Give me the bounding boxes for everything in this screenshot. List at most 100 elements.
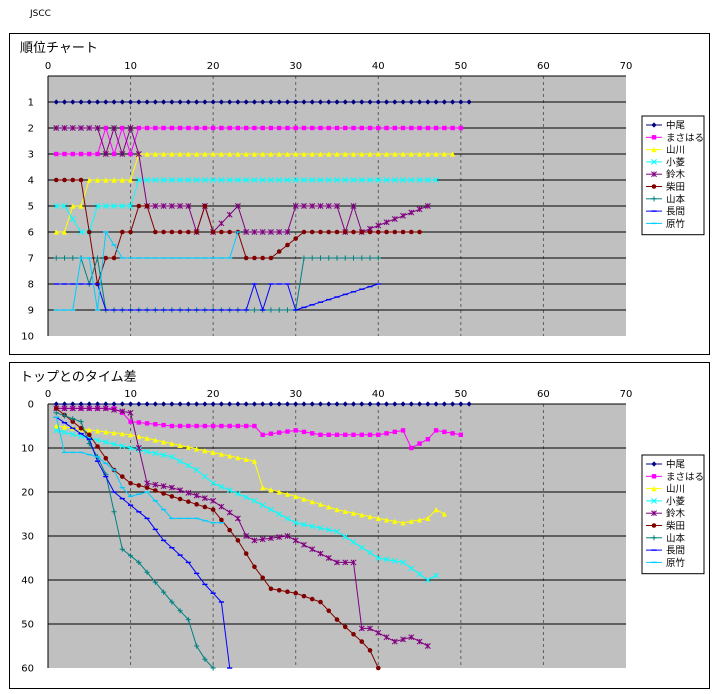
data-point — [94, 177, 101, 183]
legend-marker — [651, 461, 657, 467]
data-point — [234, 490, 241, 497]
data-point — [441, 511, 447, 517]
data-point — [417, 229, 422, 235]
data-point — [243, 456, 249, 463]
data-point — [284, 491, 291, 497]
x-tick-label: 0 — [45, 389, 51, 400]
data-point — [350, 539, 357, 546]
data-point — [210, 423, 216, 429]
data-point — [425, 401, 431, 407]
data-point — [194, 643, 200, 649]
data-point — [350, 401, 357, 407]
data-point — [408, 99, 414, 105]
data-point — [359, 151, 365, 157]
data-point — [251, 401, 258, 407]
data-point — [450, 125, 455, 131]
data-point — [441, 99, 447, 105]
data-point — [152, 579, 158, 585]
legend-label: 山川 — [666, 145, 685, 156]
data-point — [219, 229, 224, 235]
data-point — [185, 151, 191, 157]
data-point — [391, 216, 398, 222]
data-point — [194, 401, 200, 407]
data-point — [358, 177, 365, 183]
data-point — [292, 519, 299, 526]
data-point — [260, 255, 265, 261]
data-point — [144, 203, 150, 209]
data-point — [392, 518, 398, 524]
data-point — [318, 229, 323, 235]
data-point — [111, 203, 118, 209]
data-point — [284, 533, 291, 539]
data-point — [161, 401, 167, 407]
data-point — [367, 648, 373, 653]
y-tick-label: 0 — [28, 400, 34, 411]
data-point — [400, 636, 407, 643]
time-gap-chart: 0 10 20 30 40 50 60 70 0 10 20 30 40 50 60 中尾まさはる山川小菱鈴木… — [21, 389, 705, 675]
data-point — [367, 625, 373, 632]
legend-marker — [651, 497, 657, 504]
data-point — [375, 555, 382, 561]
data-point — [442, 429, 447, 435]
data-point — [61, 405, 68, 412]
data-point — [243, 229, 250, 235]
chart-title: 順位チャート — [20, 41, 98, 56]
data-point — [128, 419, 133, 424]
data-point — [342, 559, 349, 566]
data-point — [103, 177, 109, 183]
data-point — [219, 125, 224, 131]
y-tick-label: 40 — [21, 576, 34, 587]
data-point — [367, 401, 373, 407]
data-point — [391, 638, 398, 645]
data-point — [268, 125, 274, 131]
data-point — [61, 203, 68, 209]
data-point — [252, 564, 257, 570]
data-point — [325, 555, 332, 561]
data-point — [160, 203, 167, 209]
data-point — [375, 255, 381, 261]
data-point — [144, 151, 150, 157]
data-point — [119, 203, 126, 209]
data-point — [334, 507, 340, 513]
data-point — [416, 99, 423, 105]
data-point — [383, 634, 390, 641]
data-point — [218, 99, 224, 105]
data-point — [102, 203, 109, 209]
data-point — [268, 487, 274, 493]
data-point — [342, 401, 348, 407]
data-point — [235, 125, 241, 131]
data-point — [136, 559, 142, 565]
series-柴田 — [53, 406, 381, 671]
x-tick-label: 40 — [372, 389, 385, 400]
data-point — [367, 549, 373, 556]
data-point — [268, 151, 274, 157]
data-point — [70, 151, 75, 157]
data-point — [417, 125, 422, 131]
data-point — [119, 401, 125, 407]
y-tick-label: 10 — [21, 444, 34, 455]
data-point — [243, 151, 249, 157]
data-point — [301, 496, 307, 502]
data-point — [383, 151, 390, 157]
data-point — [433, 125, 439, 131]
data-point — [251, 497, 258, 504]
data-point — [350, 510, 357, 516]
data-point — [202, 203, 208, 209]
data-point — [400, 229, 406, 235]
data-point — [359, 432, 364, 437]
legend-label: 中尾 — [666, 459, 685, 471]
data-point — [416, 206, 423, 213]
data-point — [293, 125, 298, 131]
data-point — [293, 590, 299, 596]
data-point — [359, 512, 365, 518]
legend-label: 山本 — [666, 532, 686, 544]
data-point — [144, 401, 150, 407]
data-point — [135, 151, 142, 157]
data-point — [285, 589, 290, 595]
legend-marker — [651, 486, 657, 492]
data-point — [210, 177, 217, 183]
data-point — [251, 177, 258, 183]
data-point — [301, 255, 307, 261]
data-point — [367, 229, 373, 235]
data-point — [61, 401, 68, 407]
